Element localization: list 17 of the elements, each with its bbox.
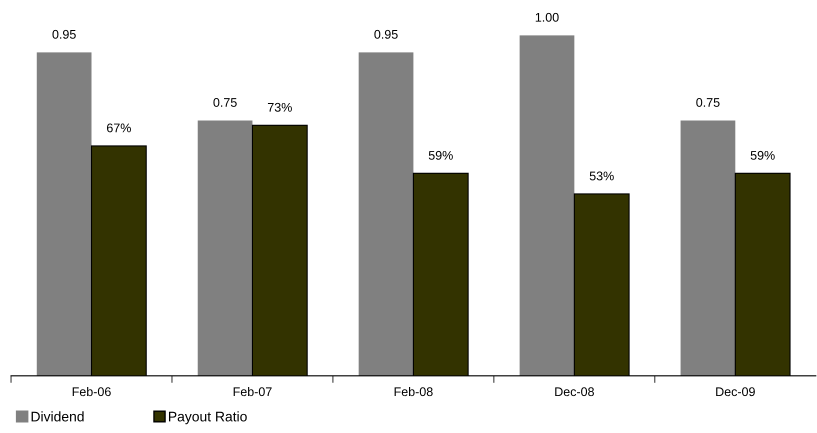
- x-tick-label: Feb-07: [234, 386, 272, 396]
- legend-label: Payout Ratio: [168, 411, 247, 424]
- data-label: 53%: [590, 172, 614, 180]
- data-label: 59%: [750, 150, 775, 160]
- data-label: 67%: [106, 123, 131, 132]
- x-tick-label: Feb-06: [72, 386, 111, 396]
- x-tick-label: Dec-09: [716, 387, 755, 396]
- x-tick-label: Feb-08: [394, 386, 433, 396]
- data-label: 1.00: [536, 12, 559, 22]
- x-tick-label: Dec-08: [555, 387, 594, 396]
- legend-label: Dividend: [32, 411, 84, 422]
- data-label: 0.75: [213, 98, 237, 107]
- data-label: 0.75: [696, 98, 720, 107]
- data-label: 73%: [268, 102, 292, 112]
- data-label: 0.95: [52, 30, 76, 39]
- data-label: 59%: [428, 150, 453, 160]
- data-label: 0.95: [374, 30, 398, 39]
